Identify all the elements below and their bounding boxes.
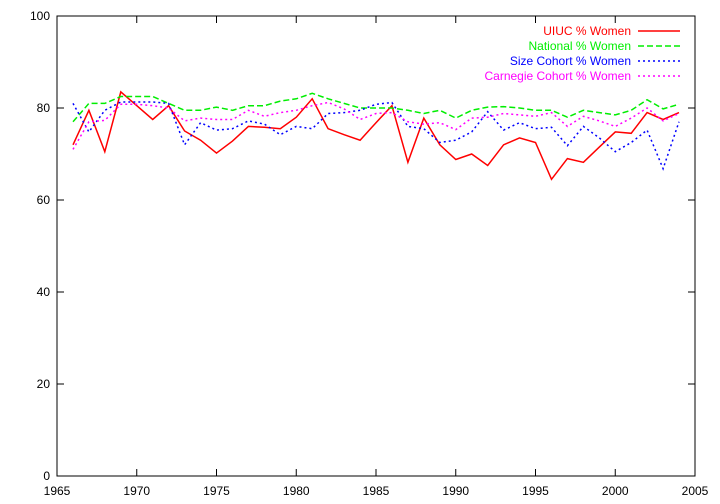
y-tick-label: 40 (37, 285, 51, 299)
series-line-uiuc-women (72, 90, 680, 181)
x-tick-label: 2005 (682, 484, 709, 498)
y-tick-label: 0 (43, 469, 50, 483)
x-tick-label: 1990 (442, 484, 469, 498)
series-lines (72, 90, 680, 181)
x-tick-label: 1980 (283, 484, 310, 498)
legend-label-uiuc-women: UIUC % Women (543, 24, 631, 38)
x-tick-label: 1970 (123, 484, 150, 498)
series-line-national-women (72, 92, 680, 123)
series-line-size-cohort-women (72, 101, 680, 171)
x-tick-label: 2000 (602, 484, 629, 498)
y-tick-label: 80 (37, 101, 51, 115)
x-tick-label: 1995 (522, 484, 549, 498)
x-tick-label: 1985 (363, 484, 390, 498)
x-tick-label: 1965 (44, 484, 71, 498)
y-tick-label: 100 (30, 9, 50, 23)
series-line-carnegie-cohort-women (72, 101, 680, 150)
plot-frame (56, 15, 696, 477)
legend-label-carnegie-cohort-women: Carnegie Cohort % Women (484, 69, 631, 83)
x-tick-label: 1975 (203, 484, 230, 498)
legend-label-national-women: National % Women (529, 39, 632, 53)
legend-label-size-cohort-women: Size Cohort % Women (510, 54, 631, 68)
y-tick-label: 20 (37, 377, 51, 391)
y-tick-label: 60 (37, 193, 51, 207)
axes: 1965 1970 1975 1980 1985 1990 1995 2000 2005 0 20 4… (30, 9, 709, 498)
